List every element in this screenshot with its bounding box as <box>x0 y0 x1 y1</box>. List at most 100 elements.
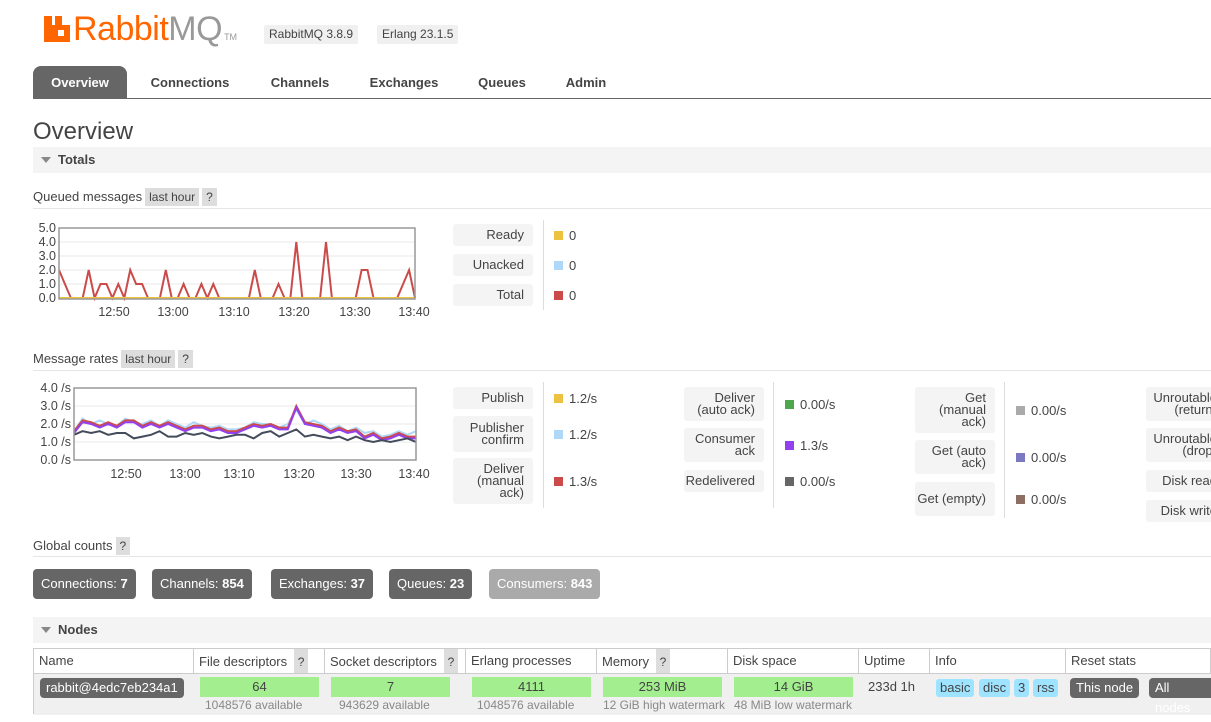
legend-swatch <box>554 393 563 403</box>
divider <box>33 556 1211 557</box>
legend-value-text: 0 <box>569 287 577 303</box>
x-tick-label: 13:30 <box>340 467 371 481</box>
legend-value-text: 1.3/s <box>569 473 598 489</box>
legend-value: 0 <box>554 254 576 276</box>
tab-channels[interactable]: Channels <box>270 75 330 90</box>
tab-queues[interactable]: Queues <box>478 75 526 90</box>
x-tick-label: 13:40 <box>398 305 429 319</box>
legend-key-unroutable-drop: Unroutable (drop) <box>1146 428 1211 462</box>
memory-bar: 253 MiB <box>603 677 722 697</box>
chart-frame <box>73 387 417 461</box>
nodes-label: Nodes <box>58 622 98 637</box>
legend-value: 0 <box>554 224 576 246</box>
queued-help-button[interactable]: ? <box>202 188 217 206</box>
legend-value-text: 0.00/s <box>800 396 836 412</box>
disk-watermark: 48 MiB low watermark <box>734 698 853 712</box>
col-header-memory: Memory ? <box>597 649 728 675</box>
legend-key-consumer-ack: Consumer ack <box>684 428 764 462</box>
series-line <box>73 428 417 444</box>
count-label: Queues: <box>397 576 447 591</box>
count-label: Consumers: <box>497 576 568 591</box>
legend-key-publish: Publish <box>453 387 533 409</box>
global-counts-header: Global counts? <box>33 537 131 555</box>
consumers-count-button[interactable]: Consumers: 843 <box>489 569 601 599</box>
divider <box>33 370 1211 371</box>
col-header-info: Info <box>930 649 1066 673</box>
legend-value: 1.3/s <box>785 428 828 462</box>
queued-messages-chart: 5.04.03.02.01.00.0 12:50 13:00 13:10 13:20 1… <box>39 222 430 319</box>
rabbitmq-version: RabbitMQ 3.8.9 <box>264 25 359 44</box>
legend-swatch <box>785 399 794 409</box>
legend-key-disk-read: Disk read <box>1146 470 1211 492</box>
queues-count-button[interactable]: Queues: 23 <box>389 569 473 599</box>
table-row: rabbit@4edc7eb234a1 64 1048576 available… <box>34 673 1211 715</box>
count-label: Connections: <box>41 576 117 591</box>
reset-this-node-button[interactable]: This node <box>1070 678 1140 698</box>
header-label: File descriptors <box>199 654 288 669</box>
totals-label: Totals <box>58 152 96 167</box>
nodes-section-toggle[interactable]: Nodes <box>33 617 1211 643</box>
y-tick-label: 0.0 /s <box>40 453 71 467</box>
uptime-value: 233d 1h <box>868 679 915 694</box>
collapse-triangle-icon <box>41 157 51 163</box>
col-header-socket-descriptors: Socket descriptors ? <box>325 649 466 675</box>
x-tick-label: 12:50 <box>110 467 141 481</box>
legend-value: 0.00/s <box>785 470 835 492</box>
count-value: 23 <box>449 576 465 591</box>
x-tick-label: 13:20 <box>283 467 314 481</box>
reset-all-nodes-button[interactable]: All nodes <box>1149 678 1211 715</box>
x-tick-label: 13:10 <box>223 467 254 481</box>
memory-watermark: 12 GiB high watermark <box>603 698 726 712</box>
legend-value-text: 0 <box>569 227 577 243</box>
connections-count-button[interactable]: Connections: 7 <box>33 569 136 599</box>
tab-connections[interactable]: Connections <box>150 75 230 90</box>
divider <box>33 208 1211 209</box>
count-value: 854 <box>222 576 244 591</box>
legend-value-text: 0.00/s <box>800 473 836 489</box>
legend-swatch <box>554 260 563 270</box>
legend-key-unacked: Unacked <box>453 254 533 276</box>
exchanges-count-button[interactable]: Exchanges: 37 <box>271 569 374 599</box>
rabbitmq-logo: Rabbit MQ TM <box>44 6 237 46</box>
x-tick-label: 13:30 <box>339 305 370 319</box>
channels-count-button[interactable]: Channels: 854 <box>152 569 252 599</box>
legend-key-get-empty: Get (empty) <box>915 482 995 516</box>
rates-help-button[interactable]: ? <box>178 350 193 368</box>
legend-value: 1.2/s <box>554 416 597 452</box>
x-tick-label: 13:10 <box>218 305 249 319</box>
sd-help-button[interactable]: ? <box>443 649 459 675</box>
legend-swatch <box>785 440 794 450</box>
count-value: 843 <box>570 576 593 591</box>
tab-admin[interactable]: Admin <box>565 75 607 90</box>
col-header-erlang-processes: Erlang processes <box>466 649 597 673</box>
ep-bar: 4111 <box>472 677 591 697</box>
global-counts-title: Global counts <box>33 538 113 553</box>
totals-section-toggle[interactable]: Totals <box>33 147 1211 173</box>
logo-text-mq: MQ <box>168 10 223 48</box>
legend-key-redelivered: Redelivered <box>684 470 764 492</box>
global-help-button[interactable]: ? <box>115 537 131 555</box>
mem-help-button[interactable]: ? <box>655 649 671 675</box>
tab-exchanges[interactable]: Exchanges <box>369 75 439 90</box>
legend-value: 0.00/s <box>1016 387 1066 433</box>
collapse-triangle-icon <box>41 627 51 633</box>
message-rates-header: Message rates last hour? <box>33 350 193 368</box>
queued-period-selector[interactable]: last hour <box>145 188 200 206</box>
fd-bar: 64 <box>200 677 319 697</box>
fd-help-button[interactable]: ? <box>293 649 309 675</box>
sd-available: 943629 available <box>339 698 430 712</box>
legend-swatch <box>554 429 563 439</box>
x-tick-label: 12:50 <box>98 305 129 319</box>
main-tabs: Overview Connections Channels Exchanges … <box>33 66 1211 99</box>
legend-swatch <box>554 230 563 240</box>
chart-frame <box>58 227 416 300</box>
count-value: 37 <box>350 576 366 591</box>
rates-period-selector[interactable]: last hour <box>121 350 176 368</box>
legend-value-text: 0.00/s <box>1031 402 1067 418</box>
tab-overview[interactable]: Overview <box>33 66 127 99</box>
series-line <box>73 405 416 442</box>
node-name-link[interactable]: rabbit@4edc7eb234a1 <box>40 678 184 698</box>
legend-value-text: 0.00/s <box>1031 491 1067 507</box>
legend-divider <box>543 382 544 508</box>
y-tick-label: 3.0 <box>39 249 56 263</box>
